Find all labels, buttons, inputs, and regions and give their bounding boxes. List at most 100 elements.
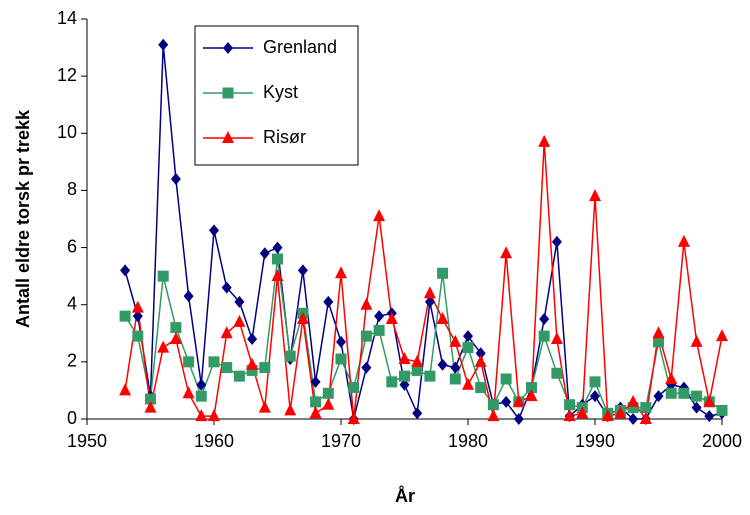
marker bbox=[399, 378, 410, 391]
marker bbox=[335, 353, 347, 365]
marker bbox=[259, 362, 271, 374]
marker bbox=[284, 403, 297, 416]
marker bbox=[576, 406, 589, 419]
marker bbox=[183, 290, 194, 303]
marker bbox=[272, 241, 283, 254]
marker bbox=[501, 395, 512, 408]
marker bbox=[653, 390, 664, 403]
marker bbox=[411, 364, 423, 376]
marker bbox=[437, 358, 448, 371]
marker bbox=[386, 376, 398, 388]
marker bbox=[550, 332, 563, 344]
marker bbox=[500, 246, 513, 259]
marker bbox=[360, 330, 372, 342]
marker bbox=[233, 370, 245, 382]
marker bbox=[323, 295, 334, 308]
legend-label: Kyst bbox=[263, 82, 298, 102]
marker bbox=[284, 350, 296, 362]
marker bbox=[145, 393, 156, 405]
marker bbox=[233, 314, 246, 327]
marker bbox=[539, 313, 550, 325]
marker bbox=[677, 234, 690, 247]
marker bbox=[703, 394, 716, 407]
marker bbox=[182, 386, 195, 399]
marker bbox=[399, 370, 410, 382]
x-tick-label: 1970 bbox=[321, 431, 361, 451]
marker bbox=[132, 330, 144, 342]
series-line bbox=[124, 258, 723, 415]
marker bbox=[221, 281, 232, 294]
y-tick-label: 8 bbox=[67, 179, 77, 199]
marker bbox=[487, 399, 499, 411]
marker bbox=[183, 356, 195, 368]
legend-marker bbox=[222, 131, 234, 143]
series-line bbox=[124, 141, 723, 421]
marker bbox=[296, 312, 309, 324]
marker bbox=[627, 394, 640, 407]
marker bbox=[131, 300, 144, 313]
marker bbox=[309, 406, 322, 419]
marker bbox=[424, 370, 436, 382]
marker bbox=[475, 347, 486, 360]
legend-label: Risør bbox=[263, 127, 306, 147]
marker bbox=[258, 400, 271, 413]
marker bbox=[525, 389, 538, 402]
marker bbox=[627, 402, 639, 414]
marker bbox=[196, 378, 207, 391]
marker bbox=[589, 376, 601, 388]
marker bbox=[335, 266, 347, 279]
marker bbox=[259, 247, 270, 260]
x-tick-label: 1960 bbox=[194, 431, 234, 451]
marker bbox=[208, 356, 220, 368]
legend-marker bbox=[222, 87, 234, 99]
x-tick-label: 1990 bbox=[575, 431, 615, 451]
marker bbox=[373, 209, 386, 222]
marker bbox=[449, 373, 461, 385]
marker bbox=[678, 387, 690, 399]
marker bbox=[208, 409, 220, 422]
marker bbox=[436, 312, 449, 324]
marker bbox=[526, 382, 537, 394]
marker bbox=[348, 382, 360, 394]
marker bbox=[614, 406, 627, 419]
marker bbox=[487, 409, 500, 422]
marker bbox=[209, 224, 219, 237]
marker bbox=[462, 377, 474, 390]
marker bbox=[221, 362, 233, 374]
y-tick-label: 2 bbox=[67, 351, 77, 371]
marker bbox=[512, 394, 525, 407]
y-tick-label: 6 bbox=[67, 236, 77, 256]
marker bbox=[220, 326, 233, 339]
y-tick-label: 4 bbox=[67, 293, 77, 313]
marker bbox=[474, 354, 487, 367]
marker bbox=[652, 326, 665, 339]
marker bbox=[271, 269, 284, 282]
y-tick-label: 12 bbox=[57, 65, 77, 85]
marker bbox=[247, 333, 258, 345]
marker bbox=[246, 364, 258, 376]
marker bbox=[538, 134, 551, 147]
x-tick-label: 2000 bbox=[702, 431, 742, 451]
marker bbox=[398, 352, 411, 364]
marker bbox=[449, 334, 462, 347]
marker bbox=[297, 264, 308, 277]
marker bbox=[450, 361, 461, 374]
marker bbox=[347, 412, 360, 424]
marker bbox=[475, 382, 487, 394]
marker bbox=[665, 372, 678, 384]
y-tick-label: 10 bbox=[57, 122, 77, 142]
marker bbox=[563, 409, 576, 422]
legend-label: Grenland bbox=[263, 37, 337, 57]
marker bbox=[564, 399, 576, 411]
marker bbox=[601, 409, 614, 422]
marker bbox=[551, 235, 562, 248]
marker bbox=[640, 402, 652, 414]
marker bbox=[119, 383, 132, 396]
marker bbox=[234, 295, 245, 308]
marker bbox=[628, 413, 639, 425]
marker bbox=[336, 335, 346, 348]
marker bbox=[538, 330, 550, 342]
marker bbox=[639, 412, 652, 424]
marker bbox=[716, 404, 728, 416]
